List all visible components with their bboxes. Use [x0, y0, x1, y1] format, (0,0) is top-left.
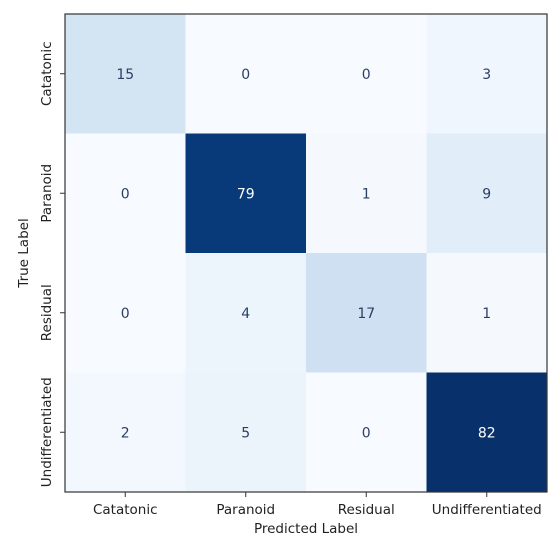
- heatmap-cell: [426, 133, 548, 254]
- y-tick-label: Catatonic: [39, 41, 55, 106]
- heatmap-cell: [306, 133, 427, 254]
- heatmap-cell: [306, 14, 427, 134]
- heatmap-cell: [65, 372, 186, 493]
- cell-value-label: 3: [482, 67, 491, 83]
- x-axis-title: Predicted Label: [254, 521, 358, 537]
- y-axis-title: True Label: [16, 218, 32, 288]
- cell-value-label: 0: [362, 425, 371, 441]
- heatmap-cell: [65, 133, 186, 254]
- x-tick-label: Paranoid: [216, 502, 275, 518]
- cell-value-label: 1: [482, 306, 491, 322]
- y-tick-label: Undifferentiated: [39, 377, 55, 487]
- y-tick-label: Paranoid: [39, 164, 55, 223]
- cell-value-label: 15: [116, 67, 134, 83]
- cell-value-label: 0: [362, 67, 371, 83]
- x-tick-label: Residual: [338, 502, 395, 518]
- x-tick-label: Undifferentiated: [432, 502, 542, 518]
- x-tick-label: Catatonic: [93, 502, 158, 518]
- cell-value-label: 79: [237, 186, 255, 202]
- cell-value-label: 0: [121, 306, 130, 322]
- heatmap-cell: [426, 253, 548, 373]
- cell-value-label: 0: [241, 67, 250, 83]
- cell-value-label: 0: [121, 186, 130, 202]
- cell-value-label: 9: [482, 186, 491, 202]
- plot-frame: [64, 13, 548, 493]
- heatmap-cell: [306, 253, 427, 373]
- heatmap-cell: [185, 133, 307, 254]
- axis-ticks: Catatonic Paranoid Residual Undifferentiate…: [39, 41, 542, 518]
- cell-value-label: 4: [241, 306, 250, 322]
- heatmap-cell: [185, 372, 307, 493]
- heatmap-cell: [185, 14, 307, 134]
- heatmap-cell: [185, 253, 307, 373]
- cell-value-label: 1: [362, 186, 371, 202]
- heatmap-cell: [65, 253, 186, 373]
- heatmap-cells: 15 0 0 3 0 79 1 9 0 4 17 1 2 5 0 82: [65, 14, 548, 493]
- heatmap-cell: [426, 14, 548, 134]
- cell-value-label: 17: [357, 306, 375, 322]
- y-tick-label: Residual: [39, 284, 55, 341]
- cell-value-label: 2: [121, 425, 130, 441]
- cell-value-label: 5: [241, 425, 250, 441]
- heatmap-cell: [65, 14, 186, 134]
- cell-value-label: 82: [478, 425, 496, 441]
- heatmap-cell: [426, 372, 548, 493]
- heatmap-cell: [306, 372, 427, 493]
